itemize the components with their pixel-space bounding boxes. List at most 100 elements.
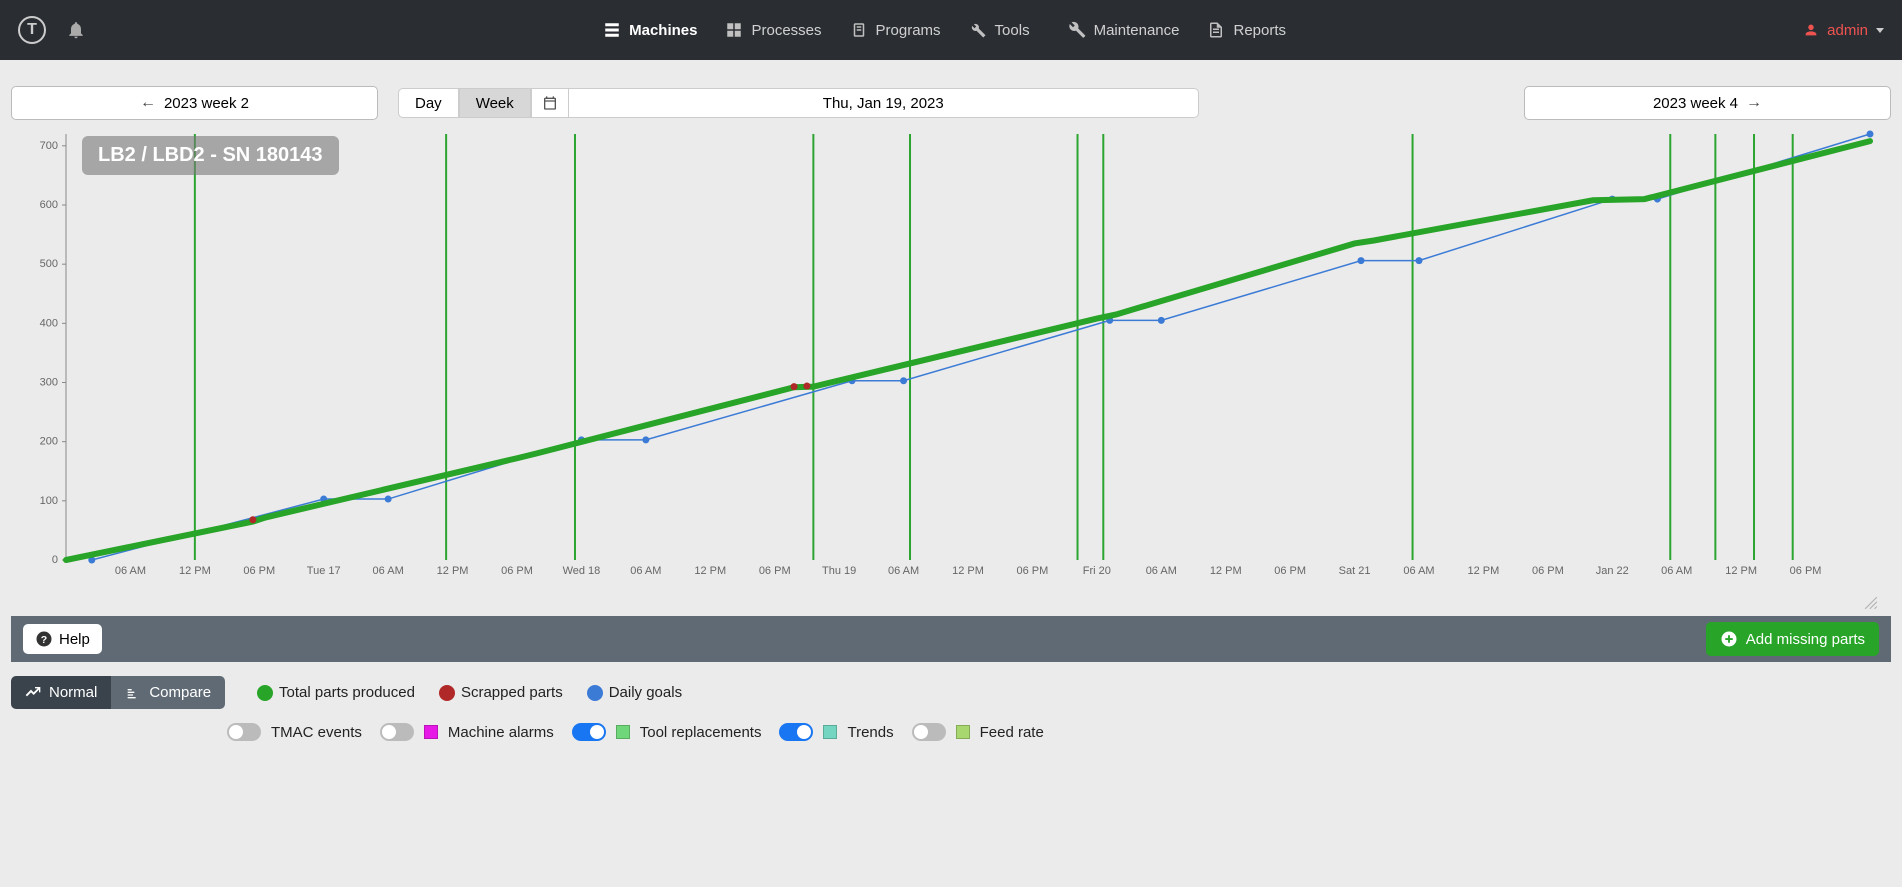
nav-label: Processes (751, 22, 821, 39)
nav-processes[interactable]: Processes (725, 15, 821, 45)
toggle-label: TMAC events (271, 724, 362, 741)
compare-icon (125, 685, 141, 701)
toggle-trends: Trends (779, 723, 893, 741)
top-navbar: T Machines Processes Programs Tools Maintena… (0, 0, 1902, 60)
svg-text:06 AM: 06 AM (888, 565, 919, 577)
processes-icon (725, 21, 743, 39)
plus-circle-icon (1720, 630, 1738, 648)
nav-label: Maintenance (1094, 22, 1180, 39)
username: admin (1827, 22, 1868, 39)
arrow-right-icon: → (1746, 94, 1762, 112)
notifications-icon[interactable] (66, 20, 86, 40)
nav-tools[interactable]: Tools (969, 15, 1040, 45)
resize-handle-icon[interactable] (1864, 596, 1878, 610)
svg-text:06 AM: 06 AM (1146, 565, 1177, 577)
svg-text:Fri 20: Fri 20 (1083, 565, 1111, 577)
toggle-feed-rate: Feed rate (912, 723, 1044, 741)
svg-text:0: 0 (52, 554, 58, 566)
toggle-switch[interactable] (779, 723, 813, 741)
toggle-machine-alarms: Machine alarms (380, 723, 554, 741)
toggle-tool-replacements: Tool replacements (572, 723, 762, 741)
programs-icon (850, 21, 868, 39)
arrow-left-icon: ← (140, 94, 156, 112)
day-segment[interactable]: Day (398, 88, 459, 118)
help-label: Help (59, 631, 90, 648)
week-segment[interactable]: Week (459, 88, 531, 118)
production-chart: 010020030040050060070006 AM12 PM06 PMTue… (22, 130, 1880, 588)
svg-text:Wed 18: Wed 18 (563, 565, 601, 577)
legend-label: Total parts produced (279, 684, 415, 701)
prev-week-button[interactable]: ← 2023 week 2 (11, 86, 378, 120)
logo-icon[interactable]: T (18, 16, 46, 44)
nav-label: Machines (629, 22, 697, 39)
machines-icon (603, 21, 621, 39)
svg-text:12 PM: 12 PM (1725, 565, 1757, 577)
svg-text:700: 700 (40, 140, 58, 152)
nav-programs[interactable]: Programs (850, 15, 941, 45)
date-display[interactable]: Thu, Jan 19, 2023 (569, 88, 1199, 118)
svg-text:Thu 19: Thu 19 (822, 565, 856, 577)
help-icon: ? (35, 630, 53, 648)
next-week-button[interactable]: 2023 week 4 → (1524, 86, 1891, 120)
svg-text:06 PM: 06 PM (1790, 565, 1822, 577)
legend-square-icon (424, 725, 438, 739)
nav-maintenance[interactable]: Maintenance (1068, 15, 1180, 45)
svg-text:12 PM: 12 PM (1210, 565, 1242, 577)
nav-reports[interactable]: Reports (1207, 15, 1286, 45)
svg-text:06 AM: 06 AM (1403, 565, 1434, 577)
svg-text:Sat 21: Sat 21 (1339, 565, 1371, 577)
view-mode-toggle: Normal Compare (11, 676, 225, 709)
next-week-label: 2023 week 4 (1653, 95, 1738, 112)
tools-icon (969, 21, 987, 39)
nav-label: Programs (876, 22, 941, 39)
normal-label: Normal (49, 684, 97, 701)
svg-text:06 PM: 06 PM (1017, 565, 1049, 577)
add-label: Add missing parts (1746, 631, 1865, 648)
line-chart-icon (25, 685, 41, 701)
svg-text:Jan 22: Jan 22 (1596, 565, 1629, 577)
action-bar: ? Help Add missing parts (11, 616, 1891, 662)
nav-machines[interactable]: Machines (603, 15, 697, 45)
compare-label: Compare (149, 684, 211, 701)
calendar-icon (542, 95, 558, 111)
svg-text:06 AM: 06 AM (115, 565, 146, 577)
chart-container: LB2 / LBD2 - SN 180143 01002003004005006… (22, 130, 1880, 588)
svg-text:06 AM: 06 AM (630, 565, 661, 577)
legend-scrapped-parts: Scrapped parts (439, 684, 563, 701)
add-missing-parts-button[interactable]: Add missing parts (1706, 622, 1879, 656)
compare-mode-button[interactable]: Compare (111, 676, 225, 709)
date-text: Thu, Jan 19, 2023 (823, 95, 944, 112)
svg-text:06 PM: 06 PM (501, 565, 533, 577)
svg-text:06 PM: 06 PM (1274, 565, 1306, 577)
user-icon (1803, 22, 1819, 38)
svg-text:06 AM: 06 AM (1661, 565, 1692, 577)
svg-text:200: 200 (40, 436, 58, 448)
legend-dot-icon (257, 685, 273, 701)
legend-square-icon (823, 725, 837, 739)
svg-text:100: 100 (40, 495, 58, 507)
footer-controls: Normal Compare Total parts produced Scrap… (0, 662, 1902, 741)
nav-label: Tools (995, 22, 1030, 39)
toggle-tmac-events: TMAC events (227, 723, 362, 741)
legend-dot-icon (587, 685, 603, 701)
svg-text:12 PM: 12 PM (1468, 565, 1500, 577)
maintenance-icon (1068, 21, 1086, 39)
svg-text:Tue 17: Tue 17 (307, 565, 341, 577)
help-button[interactable]: ? Help (23, 624, 102, 654)
toggle-switch[interactable] (912, 723, 946, 741)
legend-total-parts-produced: Total parts produced (257, 684, 415, 701)
svg-text:12 PM: 12 PM (179, 565, 211, 577)
user-menu[interactable]: admin (1803, 22, 1884, 39)
toggle-switch[interactable] (227, 723, 261, 741)
calendar-button[interactable] (531, 88, 569, 118)
caret-down-icon (1876, 28, 1884, 33)
legend-dot-icon (439, 685, 455, 701)
normal-mode-button[interactable]: Normal (11, 676, 111, 709)
legend-square-icon (956, 725, 970, 739)
svg-text:12 PM: 12 PM (694, 565, 726, 577)
toggle-label: Feed rate (980, 724, 1044, 741)
toggle-switch[interactable] (380, 723, 414, 741)
week-label: Week (476, 95, 514, 112)
svg-text:300: 300 (40, 377, 58, 389)
toggle-switch[interactable] (572, 723, 606, 741)
